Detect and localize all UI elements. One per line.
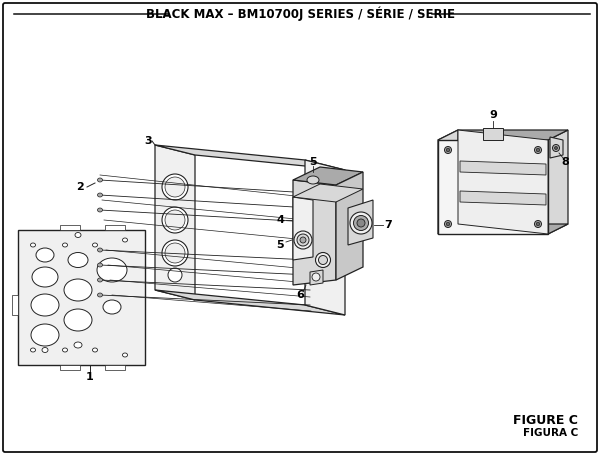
Ellipse shape bbox=[31, 324, 59, 346]
Polygon shape bbox=[438, 224, 568, 234]
Polygon shape bbox=[458, 130, 548, 234]
Polygon shape bbox=[155, 145, 195, 300]
Ellipse shape bbox=[536, 222, 540, 226]
Polygon shape bbox=[550, 137, 563, 158]
Ellipse shape bbox=[446, 222, 450, 226]
Ellipse shape bbox=[300, 237, 306, 243]
Ellipse shape bbox=[36, 248, 54, 262]
Polygon shape bbox=[438, 130, 568, 140]
Ellipse shape bbox=[446, 148, 450, 152]
Ellipse shape bbox=[92, 348, 97, 352]
Ellipse shape bbox=[535, 147, 542, 153]
Text: 6: 6 bbox=[296, 290, 304, 300]
Ellipse shape bbox=[319, 256, 328, 264]
Polygon shape bbox=[310, 270, 323, 285]
Ellipse shape bbox=[535, 221, 542, 228]
Text: BLACK MAX – BM10700J SERIES / SÉRIE / SERIE: BLACK MAX – BM10700J SERIES / SÉRIE / SE… bbox=[146, 7, 455, 21]
Ellipse shape bbox=[62, 243, 67, 247]
Ellipse shape bbox=[165, 243, 185, 263]
Ellipse shape bbox=[31, 348, 35, 352]
Text: 5: 5 bbox=[309, 157, 317, 167]
Ellipse shape bbox=[162, 174, 188, 200]
Ellipse shape bbox=[97, 293, 103, 297]
Ellipse shape bbox=[42, 348, 48, 353]
Polygon shape bbox=[438, 130, 458, 234]
Polygon shape bbox=[105, 225, 125, 230]
Ellipse shape bbox=[165, 210, 185, 230]
Polygon shape bbox=[548, 130, 568, 234]
Ellipse shape bbox=[92, 243, 97, 247]
Polygon shape bbox=[155, 145, 345, 170]
Ellipse shape bbox=[31, 243, 35, 247]
Ellipse shape bbox=[122, 238, 128, 242]
Ellipse shape bbox=[68, 253, 88, 268]
Polygon shape bbox=[105, 365, 125, 370]
Ellipse shape bbox=[32, 267, 58, 287]
Ellipse shape bbox=[168, 268, 182, 282]
Ellipse shape bbox=[316, 253, 331, 268]
Text: 9: 9 bbox=[489, 110, 497, 120]
Polygon shape bbox=[293, 197, 313, 260]
Text: 3: 3 bbox=[144, 136, 152, 146]
Polygon shape bbox=[60, 225, 80, 230]
Ellipse shape bbox=[122, 353, 128, 357]
Polygon shape bbox=[348, 200, 373, 245]
Polygon shape bbox=[293, 184, 363, 202]
Ellipse shape bbox=[162, 240, 188, 266]
Polygon shape bbox=[483, 128, 503, 140]
Ellipse shape bbox=[64, 309, 92, 331]
Ellipse shape bbox=[97, 178, 103, 182]
Ellipse shape bbox=[97, 263, 103, 267]
Ellipse shape bbox=[62, 348, 67, 352]
Ellipse shape bbox=[162, 207, 188, 233]
Polygon shape bbox=[12, 295, 18, 315]
Ellipse shape bbox=[312, 273, 320, 281]
Polygon shape bbox=[460, 161, 546, 175]
Polygon shape bbox=[438, 140, 548, 234]
Ellipse shape bbox=[294, 231, 312, 249]
Text: 7: 7 bbox=[384, 220, 392, 230]
Ellipse shape bbox=[103, 300, 121, 314]
Text: 4: 4 bbox=[276, 215, 284, 225]
Text: 8: 8 bbox=[561, 157, 569, 167]
Ellipse shape bbox=[97, 278, 103, 282]
Ellipse shape bbox=[31, 294, 59, 316]
Ellipse shape bbox=[445, 221, 452, 228]
Text: 5: 5 bbox=[276, 240, 284, 250]
Text: 2: 2 bbox=[76, 182, 84, 192]
Ellipse shape bbox=[536, 148, 540, 152]
Ellipse shape bbox=[97, 193, 103, 197]
Ellipse shape bbox=[97, 258, 127, 282]
Ellipse shape bbox=[554, 147, 557, 150]
Ellipse shape bbox=[97, 208, 103, 212]
Polygon shape bbox=[293, 180, 336, 285]
Polygon shape bbox=[460, 191, 546, 205]
Ellipse shape bbox=[445, 147, 452, 153]
Polygon shape bbox=[60, 365, 80, 370]
Ellipse shape bbox=[64, 279, 92, 301]
Ellipse shape bbox=[357, 219, 365, 227]
Polygon shape bbox=[336, 172, 363, 280]
Polygon shape bbox=[293, 167, 363, 185]
Ellipse shape bbox=[97, 248, 103, 252]
Ellipse shape bbox=[75, 233, 81, 238]
Text: 1: 1 bbox=[86, 372, 94, 382]
Ellipse shape bbox=[307, 176, 319, 184]
Polygon shape bbox=[18, 230, 145, 365]
Ellipse shape bbox=[353, 216, 368, 231]
Ellipse shape bbox=[350, 212, 372, 234]
Ellipse shape bbox=[553, 145, 560, 152]
Text: FIGURE C: FIGURE C bbox=[513, 414, 578, 426]
Ellipse shape bbox=[297, 234, 309, 246]
Ellipse shape bbox=[74, 342, 82, 348]
Polygon shape bbox=[305, 160, 345, 315]
Polygon shape bbox=[155, 290, 345, 315]
FancyBboxPatch shape bbox=[3, 3, 597, 452]
Ellipse shape bbox=[165, 177, 185, 197]
Text: FIGURA C: FIGURA C bbox=[523, 428, 578, 438]
